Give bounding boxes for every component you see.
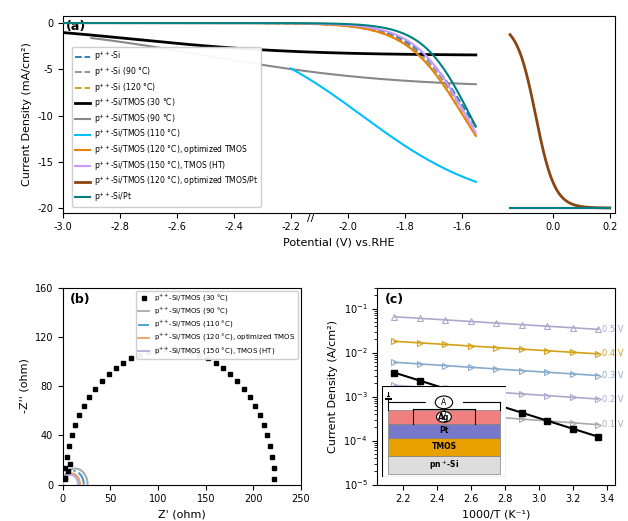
Text: 0.4 V: 0.4 V bbox=[602, 350, 624, 358]
Text: (a): (a) bbox=[65, 20, 86, 33]
Y-axis label: Current Density (A/cm²): Current Density (A/cm²) bbox=[328, 319, 338, 453]
Legend: p$^{++}$-Si/TMOS (30 °C), p$^{++}$-Si/TMOS (90 °C), p$^{++}$-Si/TMOS (110 °C), p: p$^{++}$-Si/TMOS (30 °C), p$^{++}$-Si/TM… bbox=[136, 291, 298, 358]
Text: (b): (b) bbox=[70, 293, 90, 306]
Text: 0.1 V: 0.1 V bbox=[602, 420, 624, 429]
Text: (c): (c) bbox=[384, 293, 404, 306]
X-axis label: Potential (V) vs.RHE: Potential (V) vs.RHE bbox=[283, 238, 395, 248]
Y-axis label: Current Density (mA/cm²): Current Density (mA/cm²) bbox=[21, 42, 31, 186]
Y-axis label: -Z'' (ohm): -Z'' (ohm) bbox=[19, 358, 29, 414]
X-axis label: 1000/T (K⁻¹): 1000/T (K⁻¹) bbox=[462, 510, 531, 520]
Legend: p$^{++}$-Si, p$^{++}$-Si (90 °C), p$^{++}$-Si (120 °C), p$^{++}$-Si/TMOS (30 °C): p$^{++}$-Si, p$^{++}$-Si (90 °C), p$^{++… bbox=[72, 46, 261, 207]
Text: //: // bbox=[307, 213, 315, 223]
X-axis label: Z' (ohm): Z' (ohm) bbox=[158, 510, 206, 520]
Text: 0.2 V: 0.2 V bbox=[602, 394, 624, 404]
Text: 0.3 V: 0.3 V bbox=[602, 371, 624, 380]
Text: 0.5 V: 0.5 V bbox=[602, 325, 624, 334]
